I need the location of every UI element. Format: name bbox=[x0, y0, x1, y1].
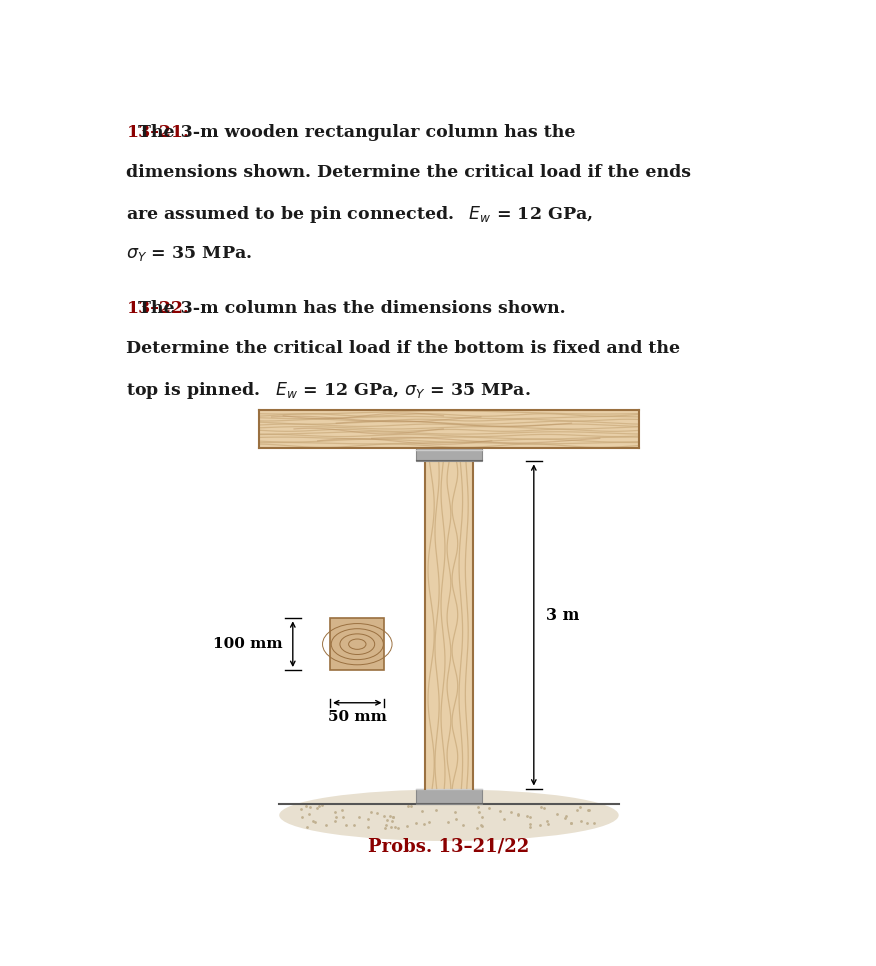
Text: 3 m: 3 m bbox=[546, 607, 579, 624]
Text: top is pinned.   $E_w$ = 12 GPa, $\sigma_Y$ = 35 MPa.: top is pinned. $E_w$ = 12 GPa, $\sigma_Y… bbox=[126, 381, 531, 401]
Text: Determine the critical load if the bottom is fixed and the: Determine the critical load if the botto… bbox=[126, 340, 681, 357]
Text: 13–21.: 13–21. bbox=[126, 125, 189, 141]
Text: are assumed to be pin connected.   $E_w$ = 12 GPa,: are assumed to be pin connected. $E_w$ =… bbox=[126, 204, 593, 225]
Text: 50 mm: 50 mm bbox=[328, 710, 386, 724]
Bar bbox=[425, 462, 473, 788]
Bar bbox=[259, 410, 639, 448]
Text: dimensions shown. Determine the critical load if the ends: dimensions shown. Determine the critical… bbox=[126, 164, 691, 181]
Text: Probs. 13–21/22: Probs. 13–21/22 bbox=[368, 838, 530, 855]
Text: 100 mm: 100 mm bbox=[213, 638, 283, 651]
Ellipse shape bbox=[279, 789, 618, 841]
Text: 13–22.: 13–22. bbox=[126, 300, 189, 317]
Text: The 3-m column has the dimensions shown.: The 3-m column has the dimensions shown. bbox=[126, 300, 566, 317]
Text: $\sigma_Y$ = 35 MPa.: $\sigma_Y$ = 35 MPa. bbox=[126, 243, 252, 263]
Bar bbox=[416, 788, 482, 804]
Bar bbox=[330, 618, 385, 670]
Text: The 3-m wooden rectangular column has the: The 3-m wooden rectangular column has th… bbox=[126, 125, 576, 141]
Bar bbox=[416, 448, 482, 462]
